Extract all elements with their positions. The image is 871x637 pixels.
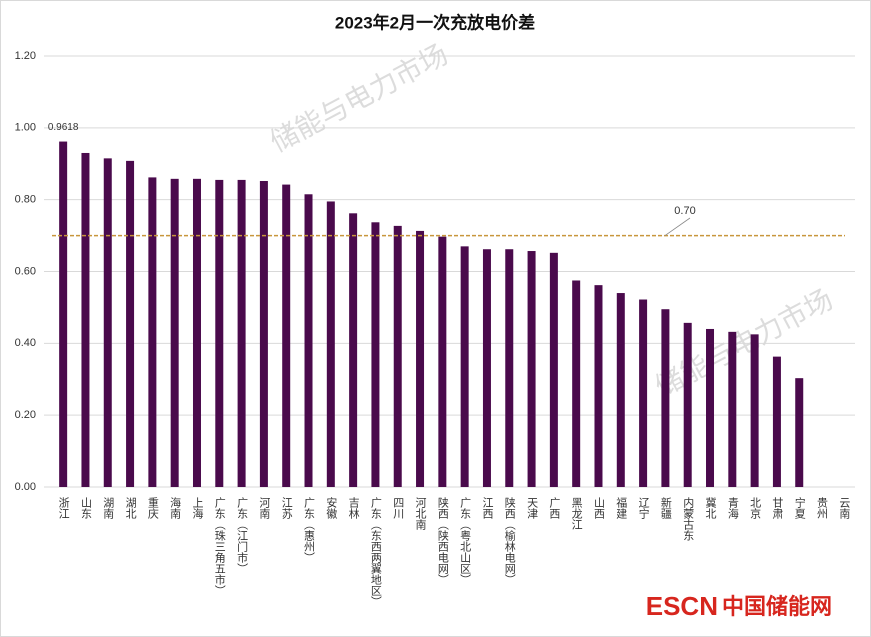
x-tick-label: 广东（惠州） — [303, 497, 316, 563]
x-tick-label: 北京 — [749, 497, 762, 520]
x-tick-label: 江苏 — [280, 497, 293, 520]
x-tick-label: 重庆 — [146, 496, 159, 520]
x-tick-label: 陕西（陕西电网） — [436, 496, 449, 585]
x-tick-label: 甘肃 — [771, 497, 784, 520]
bar — [549, 252, 558, 487]
x-tick-label: 海南 — [169, 496, 182, 519]
y-tick-label: 0.80 — [15, 194, 36, 206]
chart-title: 2023年2月一次充放电价差 — [335, 12, 535, 32]
bar — [304, 194, 313, 487]
logo-brand: ESCN — [646, 591, 718, 621]
bar — [416, 230, 425, 487]
y-tick-label: 0.40 — [15, 337, 36, 349]
x-tick-label: 天津 — [526, 497, 539, 519]
reference-leader — [664, 217, 691, 236]
bar — [126, 160, 135, 488]
x-tick-label: 湖北 — [124, 497, 137, 519]
bar — [393, 225, 402, 487]
x-tick-label: 山东 — [79, 497, 92, 519]
x-tick-label: 贵州 — [816, 497, 829, 519]
x-tick-label: 广西 — [548, 497, 561, 519]
bar — [661, 309, 670, 487]
bar — [259, 180, 268, 488]
bar — [170, 178, 179, 487]
bar — [750, 334, 759, 487]
bar — [371, 222, 380, 487]
x-tick-label: 云南 — [838, 497, 851, 519]
x-tick-label: 广东（粤北山区） — [459, 497, 472, 585]
bar — [282, 184, 291, 487]
x-tick-label: 四川 — [392, 497, 405, 519]
bar — [237, 179, 246, 487]
bar — [706, 328, 715, 487]
x-tick-label: 安徽 — [325, 496, 338, 520]
bar — [460, 246, 469, 487]
bar — [192, 178, 201, 487]
bar — [616, 293, 625, 487]
y-tick-label: 1.20 — [15, 50, 36, 62]
x-tick-label: 河南 — [258, 497, 271, 519]
y-tick-label: 1.00 — [15, 122, 36, 134]
x-tick-label: 福建 — [615, 496, 628, 520]
bar — [103, 158, 112, 488]
bar — [505, 249, 514, 487]
x-tick-label: 上海 — [191, 497, 204, 520]
x-tick-label: 浙江 — [57, 497, 70, 519]
bar — [772, 356, 781, 487]
bar — [438, 236, 447, 487]
reference-label: 0.70 — [674, 205, 695, 217]
x-tick-label: 青海 — [726, 497, 739, 520]
x-tick-label: 吉林 — [347, 497, 360, 519]
x-tick-label: 广东（东西两翼地区） — [369, 497, 382, 607]
bar — [639, 299, 648, 487]
x-tick-label: 江西 — [481, 497, 494, 519]
bar — [795, 378, 804, 487]
x-tick-label: 广东（江门市） — [236, 497, 249, 574]
y-tick-label: 0.00 — [15, 481, 36, 493]
x-tick-label: 河北南 — [414, 497, 427, 530]
y-tick-label: 0.60 — [15, 265, 36, 277]
bar — [326, 201, 335, 487]
x-tick-label: 新疆 — [659, 496, 672, 519]
x-tick-label: 内蒙古东 — [682, 496, 695, 541]
x-tick-label: 宁夏 — [793, 496, 806, 519]
bar — [572, 280, 581, 487]
bar — [482, 249, 491, 487]
value-label: 0.9618 — [48, 122, 79, 133]
x-tick-label: 山西 — [592, 497, 605, 519]
x-tick-label: 湖南 — [102, 497, 115, 519]
logo-name: 中国储能网 — [722, 594, 832, 619]
bar — [728, 331, 737, 487]
bar — [215, 179, 224, 487]
bar — [683, 322, 692, 487]
y-tick-label: 0.20 — [15, 409, 36, 421]
bar — [527, 251, 536, 487]
x-tick-label: 冀北 — [704, 496, 717, 519]
bar — [594, 285, 603, 487]
bar — [349, 213, 358, 487]
x-tick-label: 辽宁 — [637, 497, 650, 519]
bar — [81, 152, 90, 487]
x-tick-label: 陕西（榆林电网） — [503, 496, 516, 585]
x-tick-label: 黑龙江 — [570, 497, 583, 530]
x-tick-label: 广东（珠三角五市） — [213, 497, 226, 596]
bar — [59, 141, 68, 487]
bar — [148, 177, 157, 488]
